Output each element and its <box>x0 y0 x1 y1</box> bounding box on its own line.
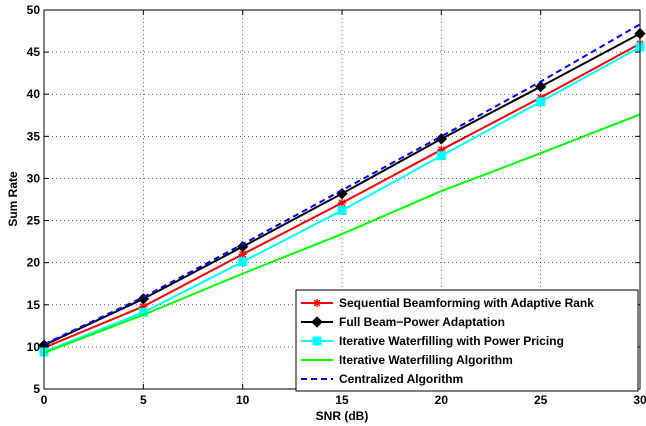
data-point <box>238 257 248 267</box>
y-tick-label: 25 <box>27 214 41 228</box>
legend-label: Iterative Waterfilling Algorithm <box>339 353 513 367</box>
y-tick-label: 20 <box>27 256 41 270</box>
legend-entry: Full Beam−Power Adaptation <box>301 315 505 329</box>
y-tick-label: 40 <box>27 87 41 101</box>
series-4 <box>43 113 641 354</box>
x-tick-label: 20 <box>435 393 449 407</box>
data-point <box>236 240 249 253</box>
x-tick-label: 0 <box>41 393 48 407</box>
series-5 <box>43 23 641 346</box>
legend-marker <box>313 299 321 307</box>
legend-entry: Centralized Algorithm <box>301 372 463 386</box>
series-line <box>43 23 641 346</box>
data-point <box>436 151 446 161</box>
y-tick-label: 35 <box>27 129 41 143</box>
legend-entry: Iterative Waterfilling with Power Pricin… <box>301 334 564 348</box>
x-tick-label: 30 <box>633 393 646 407</box>
y-axis-title: Sum Rate <box>6 171 20 227</box>
data-point <box>337 205 347 215</box>
legend-marker <box>311 316 323 328</box>
series-line <box>43 113 641 354</box>
legend-label: Iterative Waterfilling with Power Pricin… <box>339 334 564 348</box>
x-tick-label: 15 <box>335 393 349 407</box>
data-point <box>534 80 547 93</box>
y-tick-label: 10 <box>27 340 41 354</box>
series-group <box>38 23 646 357</box>
marker-stroke <box>338 199 346 207</box>
legend-entry: Iterative Waterfilling Algorithm <box>301 353 513 367</box>
marker-stroke <box>313 299 321 307</box>
legend-entry: Sequential Beamforming with Adaptive Ran… <box>301 296 594 310</box>
x-tick-label: 25 <box>534 393 548 407</box>
legend: Sequential Beamforming with Adaptive Ran… <box>295 289 639 392</box>
legend-label: Centralized Algorithm <box>339 372 463 386</box>
x-tick-label: 10 <box>236 393 250 407</box>
x-tick-label: 5 <box>140 393 147 407</box>
y-tick-label: 50 <box>27 3 41 17</box>
legend-box <box>295 289 639 392</box>
y-tick-label: 30 <box>27 171 41 185</box>
legend-marker <box>312 336 322 346</box>
marker-stroke <box>239 250 247 258</box>
legend-label: Sequential Beamforming with Adaptive Ran… <box>339 296 594 310</box>
data-point <box>536 97 546 107</box>
data-point <box>338 198 346 207</box>
y-tick-label: 45 <box>27 45 41 59</box>
x-axis-title: SNR (dB) <box>316 409 369 423</box>
legend-label: Full Beam−Power Adaptation <box>339 315 505 329</box>
y-tick-label: 15 <box>27 298 41 312</box>
y-tick-label: 5 <box>33 382 40 396</box>
